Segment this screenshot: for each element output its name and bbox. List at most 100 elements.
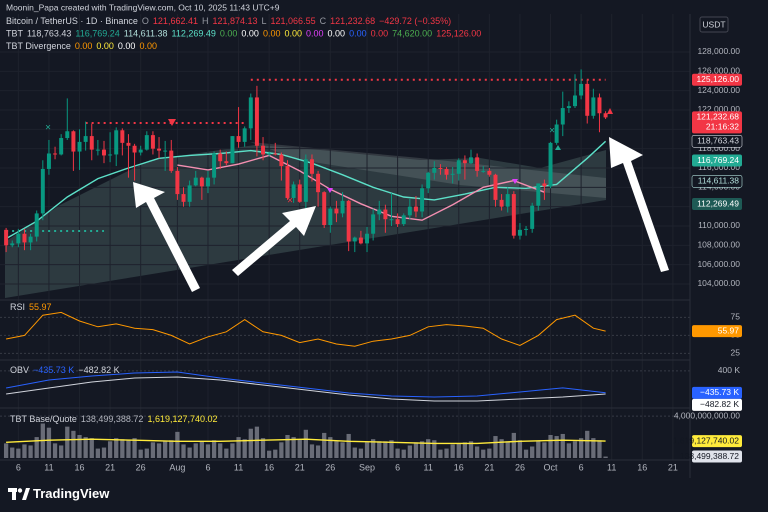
signals: × × × bbox=[45, 108, 613, 207]
price-badge bbox=[692, 198, 742, 211]
volume-bar bbox=[101, 447, 107, 458]
credit: Moonin_Papa created with TradingView.com… bbox=[6, 2, 280, 12]
volume-bar bbox=[175, 431, 180, 458]
signal-star bbox=[607, 108, 613, 114]
candle-body bbox=[383, 209, 388, 220]
volume-bar bbox=[138, 449, 143, 458]
legend-line: TBT Divergence 0.00 0.00 0.00 0.00 bbox=[6, 41, 157, 51]
volume-bar bbox=[419, 441, 425, 458]
legend-item: 0.00 bbox=[96, 41, 114, 51]
candle-body bbox=[187, 185, 192, 202]
badge-label: 118,763.43 bbox=[697, 136, 739, 146]
candle-body bbox=[426, 172, 431, 189]
legend-item: 0.00 bbox=[241, 29, 259, 39]
signal-triangle bbox=[327, 188, 333, 193]
candle-body bbox=[150, 135, 155, 149]
signal-cross: × bbox=[45, 123, 51, 134]
volume-bar bbox=[242, 439, 247, 458]
candle-body bbox=[46, 153, 51, 169]
candle-body bbox=[224, 161, 229, 164]
volume-bar bbox=[462, 442, 468, 458]
volume-bar bbox=[150, 442, 156, 458]
candle-body bbox=[456, 160, 461, 174]
volume-bar bbox=[77, 435, 82, 458]
candle-body bbox=[481, 170, 486, 172]
volume-bar bbox=[560, 433, 565, 458]
legend-item: 121,662.41 bbox=[153, 16, 198, 26]
legend-item: Bitcoin / TetherUS · 1D · Binance bbox=[6, 16, 138, 26]
volume-bar bbox=[572, 441, 578, 458]
volume-bar bbox=[83, 437, 88, 458]
volume-bar bbox=[218, 443, 223, 458]
x-tick-label: 11 bbox=[607, 462, 616, 472]
candle-body bbox=[334, 208, 339, 214]
badge-label: 121,232.68 bbox=[696, 112, 739, 122]
logo-part bbox=[12, 488, 16, 500]
volume-bar bbox=[438, 449, 443, 458]
volume-bar bbox=[126, 440, 131, 458]
volume-bar bbox=[267, 450, 272, 458]
y-tick-label: 108,000.00 bbox=[697, 240, 740, 250]
legend-item: 0.00 bbox=[118, 41, 136, 51]
candle-body bbox=[371, 214, 376, 234]
y-tick-label: 75 bbox=[731, 312, 741, 322]
y-tick-label: 128,000.00 bbox=[697, 46, 740, 56]
x-tick-label: 26 bbox=[515, 462, 525, 472]
candle-body bbox=[102, 149, 106, 156]
marks bbox=[3, 69, 608, 458]
candle-body bbox=[432, 167, 437, 173]
candle-body bbox=[279, 154, 284, 167]
legend-item: 114,611.38 bbox=[124, 29, 168, 39]
y-tick-label: 106,000.00 bbox=[697, 259, 740, 269]
legend-item: −435.73 K bbox=[33, 365, 74, 375]
badge-label: −435.73 K bbox=[700, 387, 739, 397]
candle-body bbox=[499, 199, 504, 207]
candle-body bbox=[407, 206, 412, 216]
candle-body bbox=[585, 83, 590, 116]
candle-body bbox=[120, 130, 125, 143]
volume-bar bbox=[181, 444, 186, 458]
volume-bar bbox=[585, 430, 590, 458]
candle-body bbox=[28, 236, 33, 243]
badge-label: 1,619,127,740.02 bbox=[673, 435, 739, 445]
x-tick-label: 16 bbox=[75, 462, 85, 472]
volume-bar bbox=[456, 443, 461, 458]
candle-body bbox=[138, 149, 143, 153]
y-tick-label: 116,000.00 bbox=[698, 162, 740, 172]
volume-bar bbox=[144, 448, 149, 458]
candle-body bbox=[10, 243, 15, 246]
volume-bar bbox=[511, 432, 516, 458]
volume-bar bbox=[346, 433, 351, 458]
y-tick-label: 126,000.00 bbox=[697, 66, 740, 76]
candle-body bbox=[444, 168, 449, 175]
volume-bar bbox=[315, 445, 321, 458]
x-tick-label: 16 bbox=[454, 462, 464, 472]
separators bbox=[0, 14, 691, 478]
volume-bar bbox=[28, 445, 33, 458]
volume-bar bbox=[107, 441, 113, 458]
volume-bar bbox=[156, 443, 162, 458]
volume-bar bbox=[450, 444, 455, 458]
volume-bar bbox=[523, 449, 529, 458]
candle-body bbox=[346, 200, 351, 242]
volume-bar bbox=[340, 442, 345, 458]
x-tick-label: Sep bbox=[359, 462, 375, 472]
price-badge bbox=[692, 73, 742, 86]
candle-body bbox=[560, 108, 565, 125]
volume-bar bbox=[211, 440, 217, 458]
candle-body bbox=[340, 200, 345, 214]
badge-label: 114,611.38 bbox=[698, 176, 740, 186]
volume-bar bbox=[236, 437, 241, 458]
logo bbox=[8, 488, 30, 500]
candle-body bbox=[517, 229, 522, 236]
badge-label: 112,269.49 bbox=[697, 198, 739, 208]
overlay: 6 11 16 21 26 Aug 6 11 16 21 26 Sep 6 11 16 21 26 Oct 6 11 1… bbox=[6, 16, 743, 472]
candle-body bbox=[144, 135, 149, 150]
candle-body bbox=[53, 153, 58, 155]
x-tick-label: Oct bbox=[544, 462, 559, 472]
legend-line: TBT Base/Quote 138,499,388.72 1,619,127,74… bbox=[10, 414, 218, 424]
y-tick-label: 25 bbox=[731, 348, 741, 358]
volume-bar bbox=[193, 443, 198, 458]
volume-bar bbox=[16, 448, 21, 458]
indicator-line bbox=[177, 154, 545, 221]
